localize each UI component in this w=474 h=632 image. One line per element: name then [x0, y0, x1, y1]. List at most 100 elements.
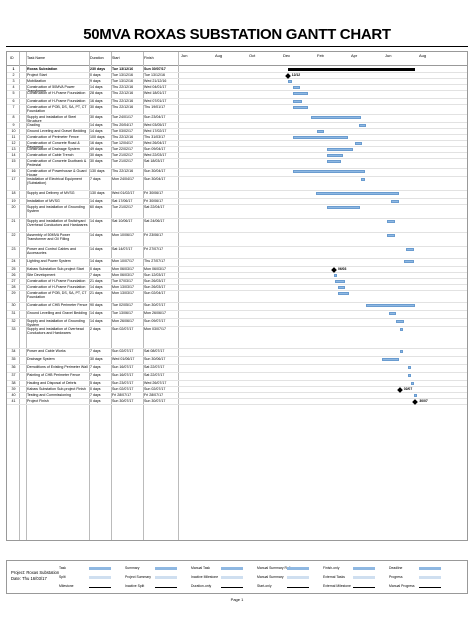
table-row[interactable]: 21 Supply and installation of Switchyard …	[7, 219, 467, 233]
task-bar[interactable]	[326, 160, 341, 163]
table-row[interactable]: 6 Construction of H-Frame Foundation 16 da…	[7, 99, 467, 105]
table-row[interactable]: 1 Roxas Substation 230 days Tue 13/12/16 Sun…	[7, 67, 467, 73]
task-bar[interactable]	[406, 248, 414, 251]
task-bar[interactable]	[411, 382, 415, 385]
task-start: Sun 30/07/17	[112, 399, 134, 403]
task-bar[interactable]	[292, 170, 365, 173]
table-row[interactable]: 19 Installation of MVSG 14 days Sat 17/06/1…	[7, 199, 467, 205]
task-bar[interactable]	[327, 148, 353, 151]
table-row[interactable]: 24 Lighting and Power System 14 days Mon 10…	[7, 259, 467, 267]
task-id: 41	[11, 399, 16, 403]
task-bar[interactable]	[326, 154, 343, 157]
task-bar[interactable]	[399, 328, 403, 331]
task-bar[interactable]	[382, 358, 399, 361]
task-bar[interactable]	[354, 142, 363, 145]
table-row[interactable]: 23 Power and Control Cables and Accessori…	[7, 247, 467, 259]
task-bar[interactable]	[414, 394, 418, 397]
table-row[interactable]: 22 Assembly of 50MVA Power Transformer an…	[7, 233, 467, 247]
task-bar[interactable]	[337, 292, 349, 295]
task-start: Tue 02/05/17	[112, 303, 134, 307]
table-row[interactable]: 15 Construction of Concrete Ductbank & Pe…	[7, 159, 467, 169]
task-bar[interactable]	[334, 280, 346, 283]
table-row[interactable]: 36 Demolitions of Existing Perimeter Wall…	[7, 365, 467, 373]
task-bar[interactable]	[292, 86, 300, 89]
milestone-marker[interactable]	[396, 387, 403, 393]
task-bar[interactable]	[292, 100, 302, 103]
task-bar[interactable]	[391, 200, 399, 203]
table-row[interactable]: 37 Painting of CHB Perimeter Fence 7 days S…	[7, 373, 467, 381]
table-row[interactable]: 39 Kabaw Substation Sub-project Finish 0 d…	[7, 387, 467, 393]
task-bar[interactable]	[407, 366, 411, 369]
task-name: Grading	[27, 123, 40, 127]
task-start: Thu 22/12/16	[112, 99, 134, 103]
table-row[interactable]: 11 Construction of Perimeter Fence 100 day…	[7, 135, 467, 141]
task-bar[interactable]	[333, 274, 338, 277]
task-bar[interactable]	[387, 220, 396, 223]
task-bar[interactable]	[316, 130, 325, 133]
task-bar[interactable]	[399, 350, 404, 353]
table-row[interactable]: 33 Supply and installation of Overhead Co…	[7, 327, 467, 349]
table-row[interactable]: 20 Supply and installation of Grounding S…	[7, 205, 467, 219]
task-bar[interactable]	[361, 178, 365, 181]
col-start-header: Start	[112, 56, 120, 60]
table-row[interactable]: 5 Construction of H-Frame Foundation 28 da…	[7, 91, 467, 99]
summary-bar[interactable]	[287, 68, 416, 71]
task-bar[interactable]	[407, 374, 411, 377]
task-bar[interactable]	[292, 136, 348, 139]
task-bar[interactable]	[315, 192, 399, 195]
milestone-marker[interactable]	[331, 267, 337, 273]
table-row[interactable]: 29 Construction of POB, DS, SA, PT, CT Fo…	[7, 291, 467, 303]
task-name: Construction of Concrete Ductbank & Pede…	[27, 159, 87, 168]
table-row[interactable]: 32 Supply and installation of Grounding S…	[7, 319, 467, 327]
table-row[interactable]: 9 Grading 14 days Thu 20/04/17 Wed 03/05/17	[7, 123, 467, 129]
table-row[interactable]: 14 Construction of Cable Trench 30 days Tue…	[7, 153, 467, 159]
task-id: 32	[11, 319, 16, 323]
task-bar[interactable]	[404, 260, 414, 263]
table-row[interactable]: 25 Kabaw Substation Sub-project Start 0 da…	[7, 267, 467, 273]
table-row[interactable]: 17 Installation of Electrical Equipment (…	[7, 177, 467, 191]
table-row[interactable]: 8 Supply and installation of Steel Struct…	[7, 115, 467, 123]
table-row[interactable]: 38 Hauling and Disposal of Debris 5 days Su…	[7, 381, 467, 387]
task-finish: Wed 26/04/17	[144, 141, 167, 145]
task-start: Thu 22/12/16	[112, 85, 134, 89]
table-row[interactable]: 12 Construction of Concrete Road & Paveme…	[7, 141, 467, 149]
col-duration-header: Duration	[90, 56, 104, 60]
milestone-marker[interactable]	[284, 73, 291, 79]
task-bar[interactable]	[292, 106, 309, 109]
task-bar[interactable]	[326, 206, 361, 209]
task-bar[interactable]	[359, 124, 367, 127]
task-finish: Sun 26/03/17	[144, 285, 166, 289]
table-row[interactable]: 27 Construction of H-Frame Foundation 21 d…	[7, 279, 467, 285]
table-row[interactable]: 16 Construction of Powerhouse & Guard Hou…	[7, 169, 467, 177]
table-row[interactable]: 3 Mobilization 9 days Tue 13/12/16 Wed 21/12…	[7, 79, 467, 85]
table-row[interactable]: 30 Construction of CHB Perimeter Fence 90 …	[7, 303, 467, 311]
task-bar[interactable]	[311, 116, 361, 119]
task-name: Project Start	[27, 73, 47, 77]
task-bar[interactable]	[287, 80, 293, 83]
task-bar[interactable]	[387, 234, 395, 237]
task-finish: Mon 06/03/17	[144, 267, 166, 271]
table-row[interactable]: 31 Ground Levelling and Gravel Bedding 14 …	[7, 311, 467, 319]
table-row[interactable]: 40 Testing and Commissioning 7 days Fri 28/…	[7, 393, 467, 399]
task-finish: Fri 30/06/17	[144, 191, 164, 195]
table-row[interactable]: 10 Ground Leveling and Gravel Bedding 14 d…	[7, 129, 467, 135]
table-row[interactable]: 41 Project Finish 0 days Sun 30/07/17 Sun 30…	[7, 399, 467, 405]
task-bar[interactable]	[337, 286, 346, 289]
task-bar[interactable]	[389, 312, 397, 315]
task-bar[interactable]	[396, 320, 404, 323]
table-row[interactable]: 4 Construction of 50MVA Power Transformer…	[7, 85, 467, 93]
milestone-marker[interactable]	[412, 399, 419, 405]
table-row[interactable]: 35 Drainage System 30 days Wed 01/06/17 Sun …	[7, 357, 467, 365]
task-bar[interactable]	[292, 92, 308, 95]
table-row[interactable]: 34 Power and Cable Works 7 days Sun 02/07/1…	[7, 349, 467, 357]
table-row[interactable]: 28 Construction of H-Frame Foundation 14 d…	[7, 285, 467, 291]
task-duration: 30 days	[90, 105, 103, 109]
task-bar[interactable]	[365, 304, 416, 307]
table-row[interactable]: 7 Construction of POB, DS, SA, PT, CT Fou…	[7, 105, 467, 115]
task-finish: Sat 22/04/17	[144, 205, 165, 209]
table-row[interactable]: 13 Construction of Drainage System 49 days…	[7, 147, 467, 153]
table-row[interactable]: 18 Supply and Delivery of MVSG 130 days Wed…	[7, 191, 467, 199]
task-finish: Thu 19/01/17	[144, 105, 166, 109]
table-row[interactable]: 2 Project Start 0 days Tue 13/12/16 Tue 13/1…	[7, 73, 467, 79]
table-row[interactable]: 26 Site Development 7 days Mon 06/03/17 Sun …	[7, 273, 467, 279]
